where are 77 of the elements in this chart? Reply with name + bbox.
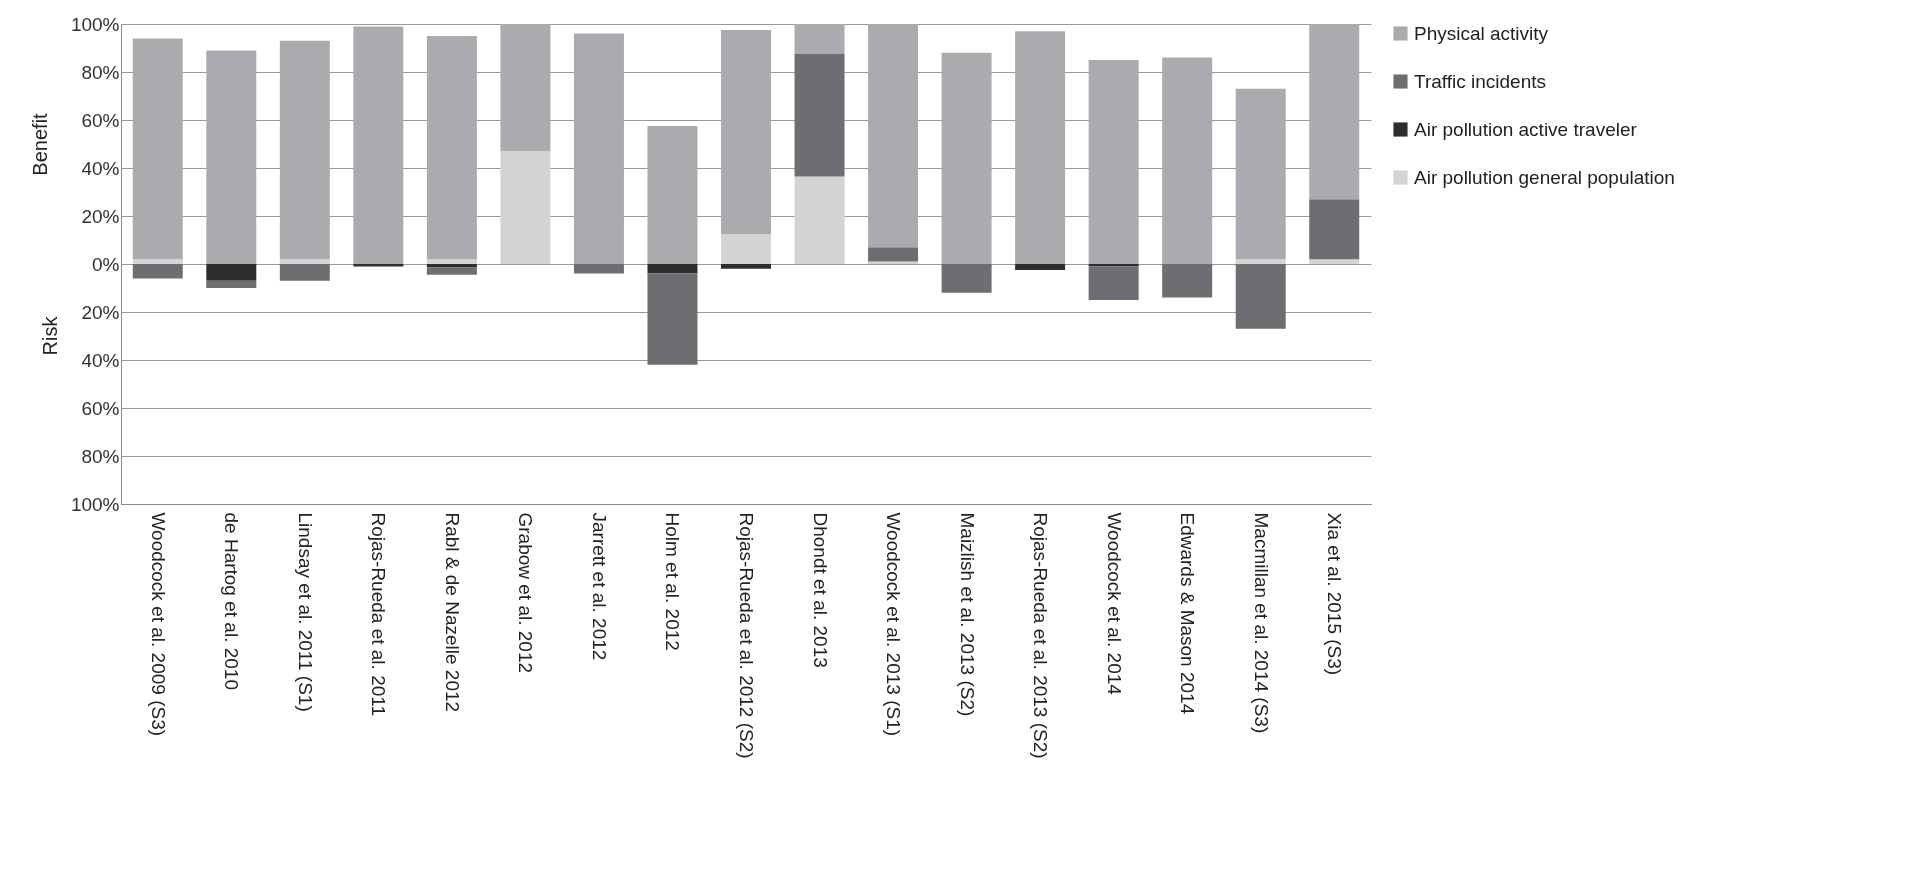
x-tick-label: Rojas-Rueda et al. 2012 (S2) — [736, 512, 757, 759]
x-tick-label: Macmillan et al. 2014 (S3) — [1250, 512, 1272, 734]
bar — [500, 151, 551, 264]
bar — [721, 264, 771, 269]
bar — [279, 40, 330, 260]
bar — [132, 38, 183, 260]
bar — [132, 264, 183, 279]
x-tick-label: Woodcock et al. 2009 (S3) — [147, 512, 169, 737]
bar — [1088, 60, 1139, 264]
bar — [794, 176, 845, 264]
x-tick-label: Rabl & de Nazelle 2012 — [441, 512, 463, 713]
bar — [1015, 31, 1066, 264]
bar — [426, 267, 477, 275]
bar — [1162, 57, 1213, 264]
bar — [794, 24, 845, 54]
bar — [868, 247, 919, 262]
bar — [1235, 264, 1286, 329]
x-tick-label: de Hartog et al. 2010 — [221, 512, 243, 690]
bar — [647, 264, 698, 274]
legend-label: Air pollution active traveler — [1414, 118, 1638, 140]
bar — [132, 259, 183, 264]
bar — [573, 264, 624, 274]
bar — [426, 264, 477, 268]
y-tick-label: 0% — [92, 253, 120, 275]
y-tick-label: 60% — [81, 397, 120, 419]
bar — [1235, 259, 1286, 264]
legend-label: Air pollution general population — [1414, 166, 1675, 188]
bar — [206, 280, 257, 288]
bar — [1235, 88, 1286, 260]
y-tick-label: 80% — [81, 445, 120, 467]
bar — [500, 24, 551, 152]
bar — [1309, 259, 1360, 264]
bar — [353, 26, 404, 264]
bar — [1088, 266, 1139, 300]
bar — [206, 50, 257, 264]
x-tick-label: Woodcock et al. 2013 (S1) — [883, 512, 905, 737]
bar — [1015, 264, 1066, 270]
x-tick-label: Woodcock et al. 2014 — [1103, 512, 1125, 696]
x-tick-label: Rojas-Rueda et al. 2011 — [368, 512, 390, 716]
x-tick-label: Rojas-Rueda et al. 2013 (S2) — [1030, 512, 1052, 759]
bar — [573, 33, 624, 264]
y-axis-title: Benefit — [28, 112, 51, 176]
y-tick-label: 100% — [70, 13, 120, 35]
x-tick-label: Jarrett et al. 2012 — [588, 512, 610, 661]
x-tick-label: Edwards & Mason 2014 — [1177, 512, 1199, 715]
x-tick-label: Grabow et al. 2012 — [515, 512, 537, 674]
y-tick-label: 20% — [81, 301, 120, 323]
bar — [426, 259, 477, 264]
legend-label: Physical activity — [1414, 22, 1549, 44]
x-tick-label: Holm et al. 2012 — [662, 512, 684, 651]
bar — [279, 264, 330, 281]
bar — [1309, 199, 1360, 260]
bar — [647, 126, 698, 264]
y-tick-label: 40% — [81, 349, 120, 371]
bar — [941, 52, 992, 264]
x-tick-label: Maizlish et al. 2013 (S2) — [956, 512, 978, 717]
bar — [721, 234, 771, 264]
bar — [1162, 264, 1213, 298]
bar — [794, 54, 845, 177]
bar — [868, 24, 919, 248]
x-tick-label: Xia et al. 2015 (S3) — [1324, 512, 1346, 676]
y-tick-label: 40% — [81, 157, 120, 179]
x-tick-label: Lindsay et al. 2011 (S1) — [294, 512, 316, 712]
y-tick-label: 60% — [81, 109, 120, 131]
bar — [647, 273, 698, 365]
bar — [206, 264, 257, 281]
x-tick-label: Dhondt et al. 2013 — [809, 512, 831, 668]
bar — [1309, 24, 1360, 200]
legend-label: Traffic incidents — [1414, 70, 1546, 92]
y-tick-label: 20% — [81, 205, 120, 227]
bar — [941, 264, 992, 293]
y-tick-label: 80% — [81, 61, 120, 83]
bar — [279, 259, 330, 264]
bar — [721, 30, 771, 234]
y-tick-label: 100% — [70, 493, 120, 515]
bar — [426, 36, 477, 260]
text: Risk — [39, 315, 61, 356]
